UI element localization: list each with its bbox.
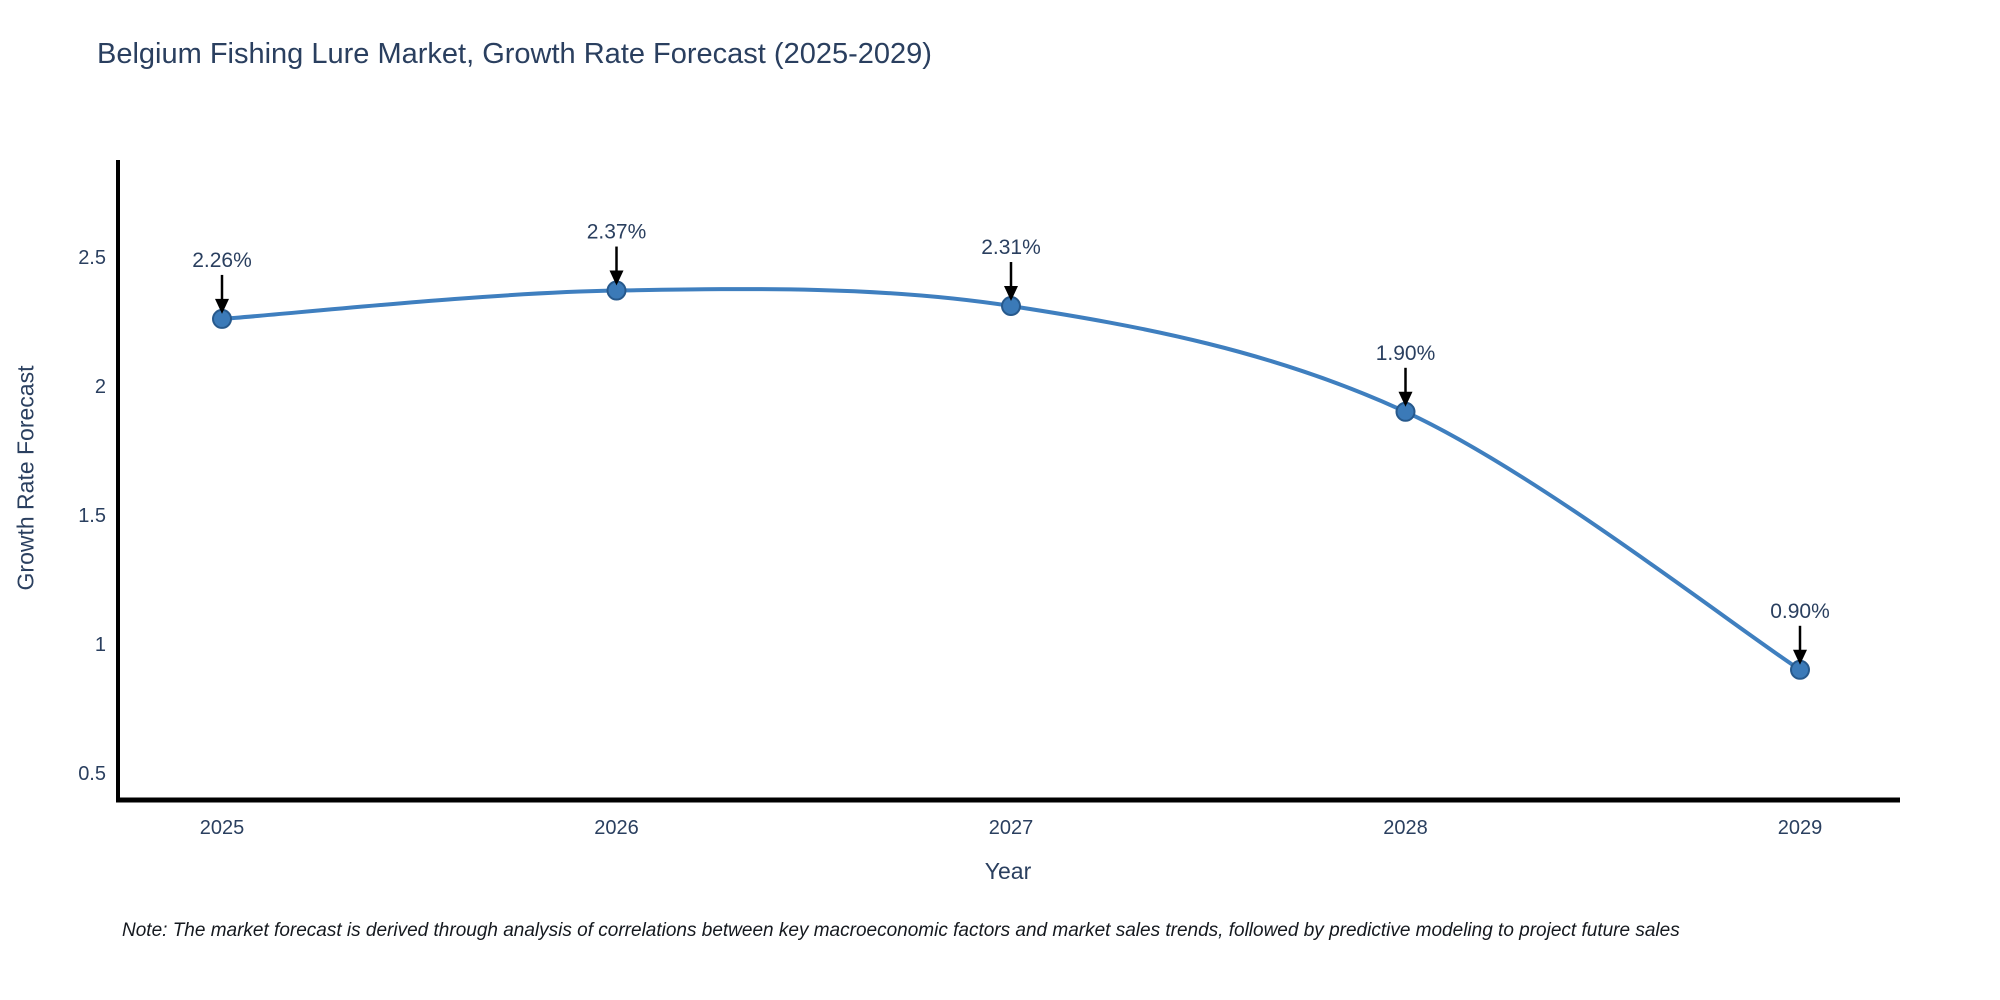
chart-footnote: Note: The market forecast is derived thr…	[122, 920, 1680, 941]
data-point-label: 2.37%	[587, 221, 647, 244]
x-tick-label: 2029	[1778, 817, 1823, 839]
data-point-label: 2.31%	[981, 236, 1041, 259]
data-point-label: 2.26%	[192, 249, 252, 272]
data-point-label: 1.90%	[1376, 342, 1436, 365]
y-tick-label: 1.5	[78, 505, 106, 527]
x-axis-title: Year	[984, 858, 1032, 884]
forecast-line	[221, 287, 1802, 672]
data-point-label: 0.90%	[1770, 600, 1830, 623]
annotation-arrowhead	[1398, 391, 1413, 407]
y-tick-label: 2.5	[78, 247, 106, 269]
y-tick-label: 2	[95, 376, 106, 398]
y-tick-label: 1	[95, 634, 106, 656]
x-tick-label: 2026	[594, 817, 639, 839]
annotation-arrowhead	[1004, 286, 1018, 302]
x-tick-label: 2027	[989, 817, 1034, 839]
annotation-arrowhead	[1793, 649, 1807, 665]
y-tick-label: 0.5	[78, 763, 106, 785]
x-tick-label: 2025	[200, 817, 245, 839]
annotation-arrowhead	[609, 270, 624, 286]
chart-title: Belgium Fishing Lure Market, Growth Rate…	[97, 38, 932, 70]
x-tick-label: 2028	[1383, 817, 1428, 839]
annotation-arrowhead	[215, 298, 229, 314]
